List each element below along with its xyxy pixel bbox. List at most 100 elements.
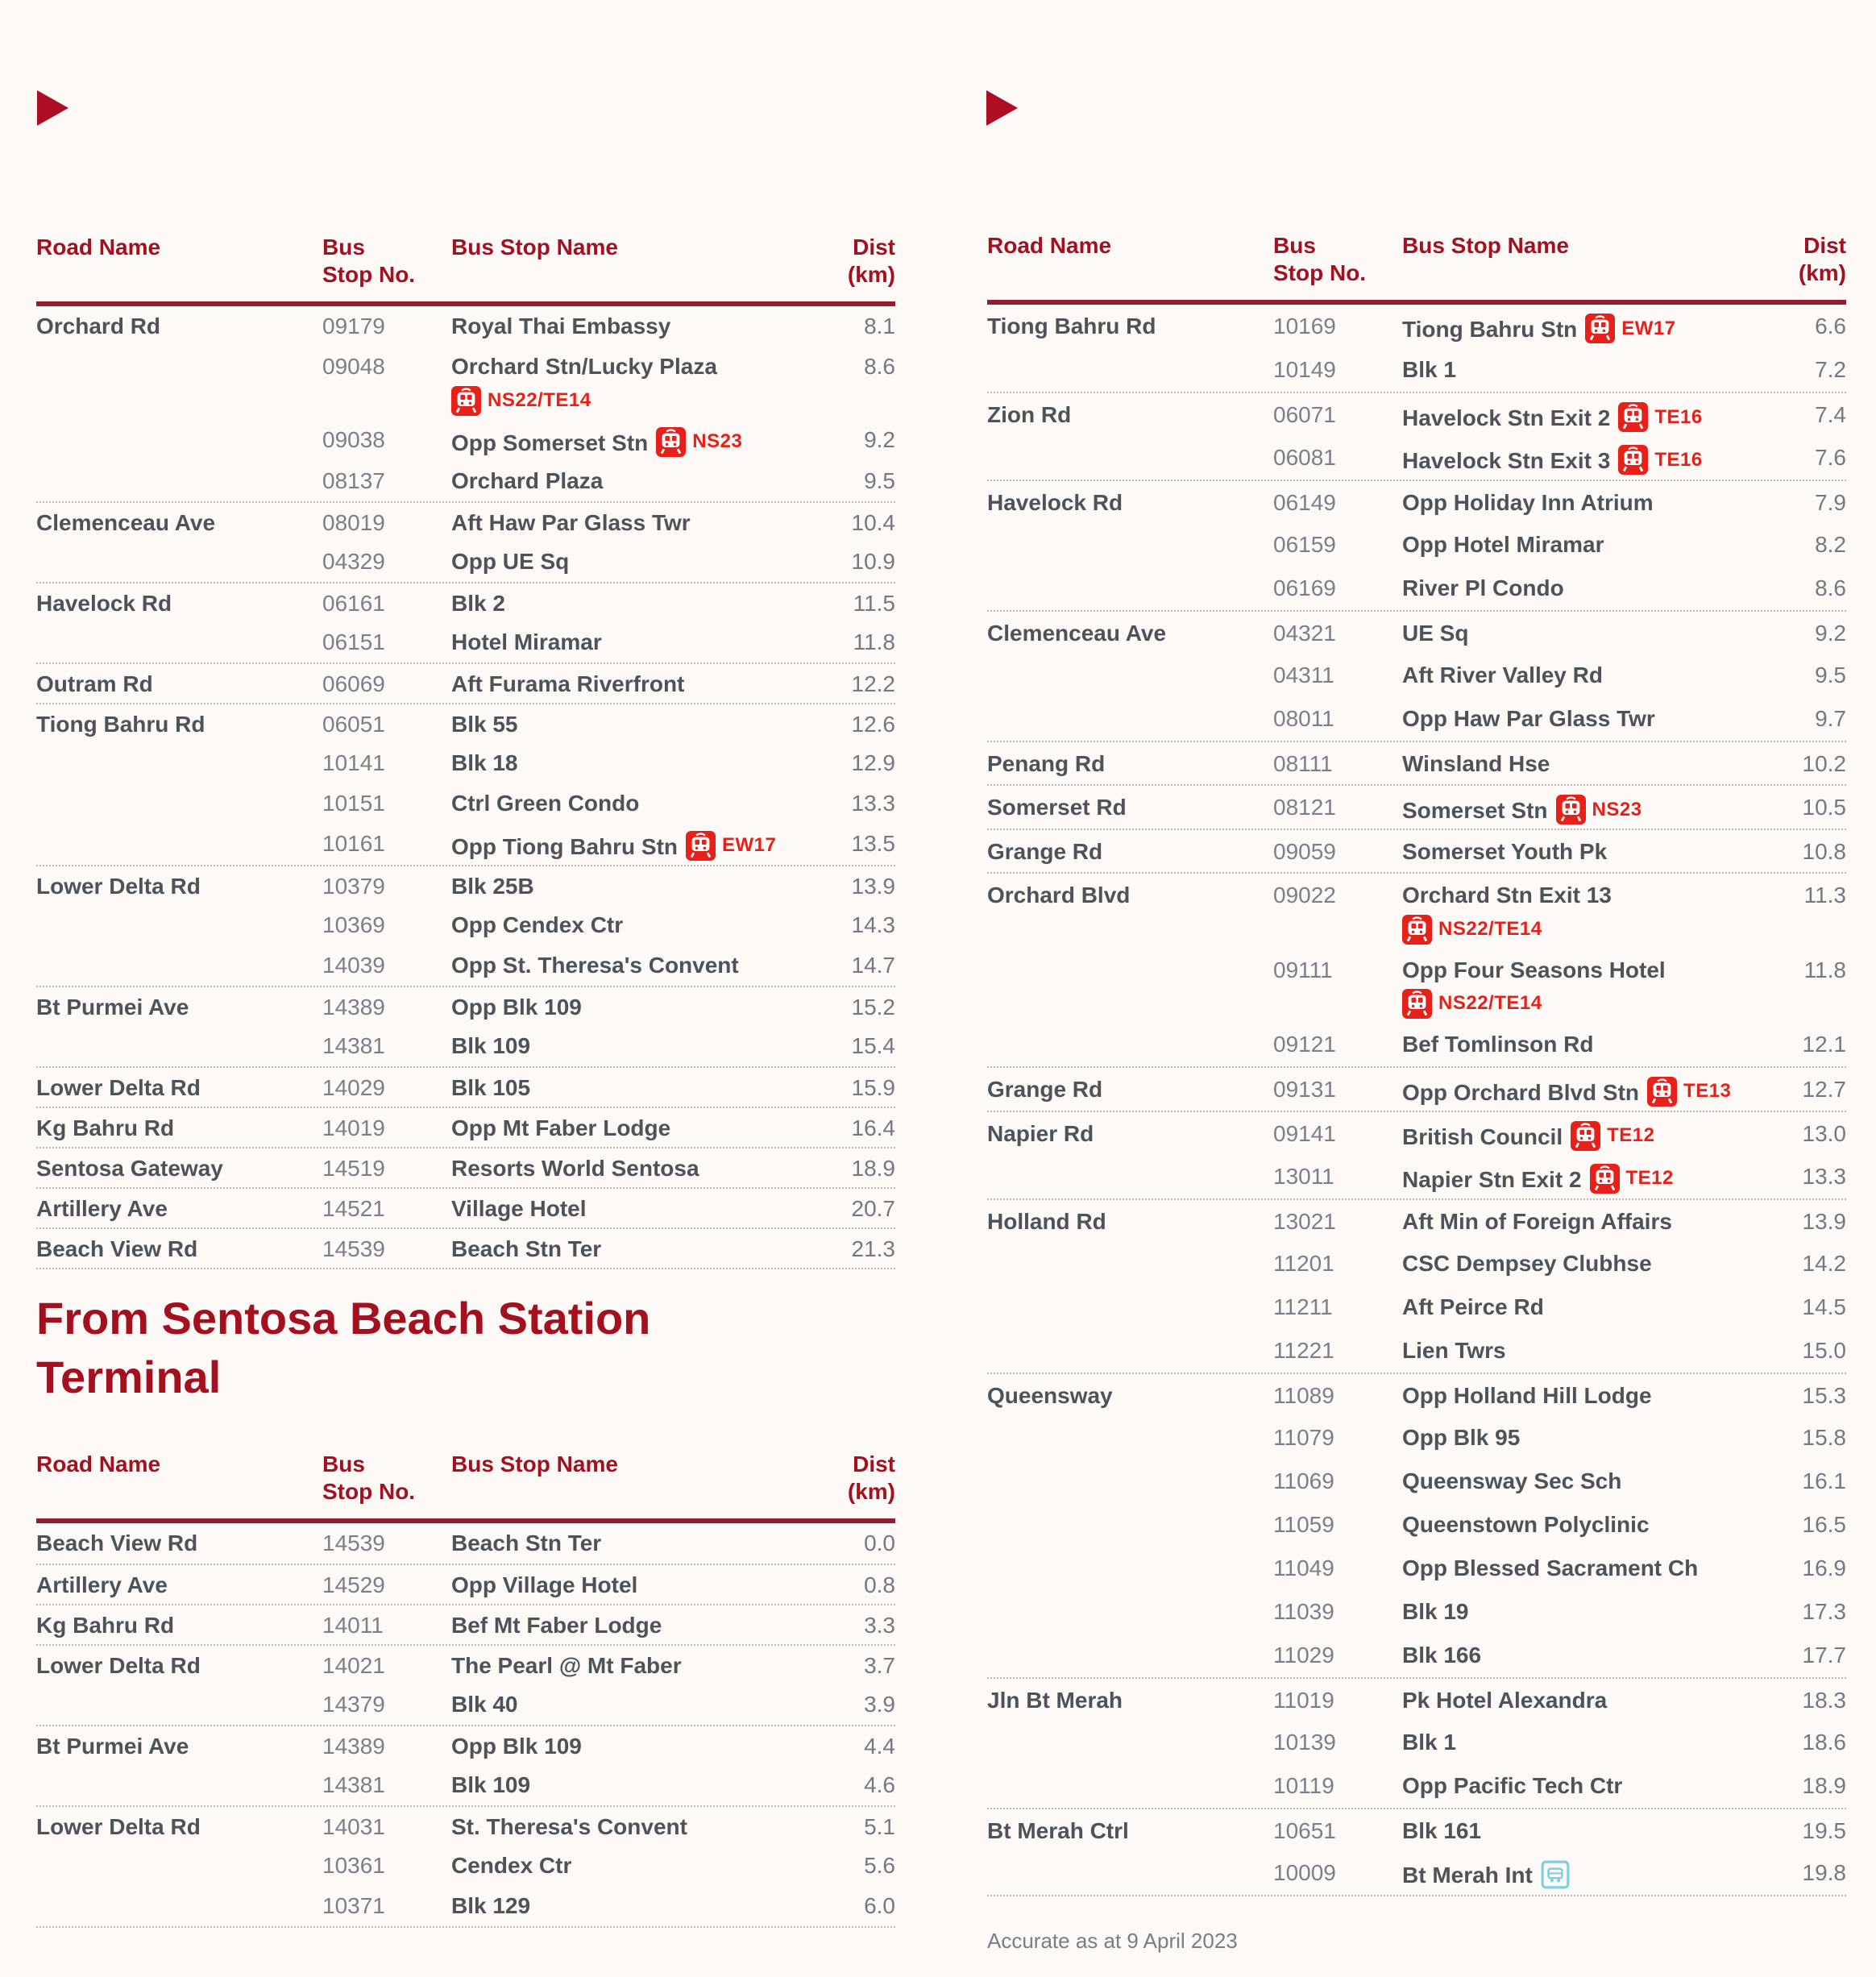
bus-stop-name-text: Village Hotel xyxy=(451,1195,587,1221)
bus-stop-name-text: Beach Stn Ter xyxy=(451,1531,602,1556)
bus-stop-name-text: Havelock Stn Exit 2 xyxy=(1402,405,1611,431)
bus-stop-name: Opp St. Theresa's Convent xyxy=(451,953,811,978)
header-road-name: Road Name xyxy=(36,235,161,260)
bus-stop-no: 10119 xyxy=(1273,1772,1334,1798)
road-name: Clemenceau Ave xyxy=(987,621,1167,646)
road-name: Queensway xyxy=(987,1382,1113,1408)
bus-stop-name: Blk 2 xyxy=(451,591,811,617)
table-row: Napier Rd 09141 British Council TE12 13.0 xyxy=(987,1110,1847,1155)
distance-km: 11.5 xyxy=(853,590,895,616)
bus-stop-no: 09048 xyxy=(322,354,385,380)
bus-stop-no: 14019 xyxy=(322,1115,385,1140)
bus-stop-name: Opp Holiday Inn Atrium xyxy=(1402,490,1762,516)
bus-stop-no: 09038 xyxy=(322,426,385,452)
bus-stop-name: Tiong Bahru Stn EW17 xyxy=(1402,314,1762,344)
table-row: 09111 Opp Four Seasons Hotel NS22/TE14 11.8 xyxy=(987,949,1846,1023)
bus-stop-no: 06051 xyxy=(322,711,385,737)
bus-stop-no: 14021 xyxy=(322,1653,385,1679)
distance-km: 18.9 xyxy=(1802,1772,1847,1798)
bus-stop-name: Opp Pacific Tech Ctr xyxy=(1402,1773,1762,1799)
bus-stop-name-text: Queensway Sec Sch xyxy=(1402,1468,1622,1493)
bus-stop-no: 10151 xyxy=(322,790,385,816)
table-row: Artillery Ave 14521 Village Hotel 20.7 xyxy=(36,1186,895,1227)
table-row: Artillery Ave 14529 Opp Village Hotel 0.8 xyxy=(36,1564,895,1604)
bus-stop-no: 14039 xyxy=(322,952,385,978)
road-name: Havelock Rd xyxy=(987,490,1123,516)
footer-note: Accurate as at 9 April 2023 xyxy=(987,1929,1238,1953)
road-name: Kg Bahru Rd xyxy=(36,1613,175,1639)
bus-stop-name: British Council TE12 xyxy=(1402,1120,1762,1151)
table-row: Beach View Rd 14539 Beach Stn Ter 21.3 xyxy=(36,1227,895,1268)
bus-stop-name-text: Resorts World Sentosa xyxy=(451,1155,699,1181)
header-bus-stop-name: Bus Stop Name xyxy=(451,235,618,260)
header-bus-stop-name: Bus Stop Name xyxy=(451,1452,618,1477)
distance-km: 15.0 xyxy=(1802,1337,1847,1363)
distance-km: 10.8 xyxy=(1802,839,1847,865)
mrt-station-badge: EW17 xyxy=(1585,314,1675,344)
bus-stop-no: 04311 xyxy=(1273,662,1334,688)
bus-stop-name: Blk 19 xyxy=(1402,1599,1762,1625)
bus-stop-name-text: Somerset Youth Pk xyxy=(1402,839,1608,865)
bus-stop-name-text: Opp Orchard Blvd Stn xyxy=(1402,1079,1640,1105)
table-row: 10149 Blk 1 7.2 xyxy=(987,348,1846,392)
distance-km: 9.2 xyxy=(1815,621,1846,646)
table-row: 06159 Opp Hotel Miramar 8.2 xyxy=(987,523,1846,567)
bus-stop-name-text: Blk 25B xyxy=(451,873,534,899)
road-name: Sentosa Gateway xyxy=(36,1155,223,1181)
bus-stop-name-text: Lien Twrs xyxy=(1402,1337,1506,1363)
bus-stop-name: Somerset Stn NS23 xyxy=(1402,795,1762,825)
bus-stop-name-text: Opp Blk 95 xyxy=(1402,1424,1521,1450)
bus-stop-no: 14389 xyxy=(322,1734,385,1759)
table-row: 10009 Bt Merah Int 19.8 xyxy=(987,1851,1846,1895)
road-name: Grange Rd xyxy=(987,1076,1103,1102)
bus-stop-name: Opp Blk 109 xyxy=(451,995,811,1020)
bus-stop-name: Orchard Plaza xyxy=(451,468,811,494)
bus-stop-name-text: Aft Min of Foreign Affairs xyxy=(1402,1208,1672,1234)
bus-stop-name-text: Opp Village Hotel xyxy=(451,1572,638,1598)
distance-km: 9.7 xyxy=(1815,706,1846,732)
bus-stop-name: Queenstown Polyclinic xyxy=(1402,1512,1762,1538)
table-row: 13011 Napier Stn Exit 2 TE12 13.3 xyxy=(987,1155,1846,1198)
bus-stop-name-text: Opp Mt Faber Lodge xyxy=(451,1115,671,1140)
bus-stop-name: Aft River Valley Rd xyxy=(1402,662,1762,688)
mrt-station-code: NS22/TE14 xyxy=(1438,992,1542,1015)
distance-km: 9.5 xyxy=(864,467,895,493)
road-name: Zion Rd xyxy=(987,402,1072,428)
bus-stop-name: Opp Blk 109 xyxy=(451,1734,811,1759)
bus-stop-no: 13011 xyxy=(1273,1163,1334,1189)
bus-stop-name: Havelock Stn Exit 3 TE16 xyxy=(1402,445,1762,476)
header-dist-km: Dist (km) xyxy=(847,1452,895,1505)
distance-km: 18.9 xyxy=(851,1155,896,1181)
table-header: Road Name Bus Stop No. Bus Stop Name Dist (… xyxy=(36,234,895,307)
bus-stop-name-text: Orchard Stn Exit 13 xyxy=(1402,883,1612,908)
mrt-train-icon xyxy=(686,830,716,861)
distance-km: 15.2 xyxy=(851,994,896,1020)
table-row: 09038 Opp Somerset Stn NS23 9.2 xyxy=(36,420,895,461)
table-row: 04329 Opp UE Sq 10.9 xyxy=(36,542,895,582)
distance-km: 14.5 xyxy=(1802,1294,1847,1319)
table-row: Grange Rd 09131 Opp Orchard Blvd Stn TE13 12… xyxy=(987,1065,1846,1111)
distance-km: 13.0 xyxy=(1802,1120,1847,1146)
bus-stop-name: Somerset Youth Pk xyxy=(1402,839,1762,865)
distance-km: 14.3 xyxy=(851,912,896,937)
table-row: 14379 Blk 40 3.9 xyxy=(36,1684,895,1725)
bus-stop-name-text: UE Sq xyxy=(1402,621,1469,646)
bus-stop-name-text: Hotel Miramar xyxy=(451,629,602,654)
distance-km: 21.3 xyxy=(851,1236,896,1261)
bus-stop-no: 11039 xyxy=(1273,1598,1334,1624)
distance-km: 19.8 xyxy=(1802,1859,1847,1885)
bus-stop-no: 13021 xyxy=(1273,1208,1336,1234)
road-name: Penang Rd xyxy=(987,751,1106,777)
table-row: 10141 Blk 18 12.9 xyxy=(36,743,895,783)
header-dist-km: Dist (km) xyxy=(847,235,895,288)
bus-stop-name: Aft Furama Riverfront xyxy=(451,671,811,697)
distance-km: 8.6 xyxy=(1815,575,1846,601)
table-rows: Beach View Rd 14539 Beach Stn Ter 0.0 Artill… xyxy=(36,1523,895,1929)
table-row: 11211 Aft Peirce Rd 14.5 xyxy=(987,1285,1846,1329)
road-name: Kg Bahru Rd xyxy=(36,1115,175,1140)
bus-stop-no: 06151 xyxy=(322,629,385,654)
distance-km: 5.1 xyxy=(864,1814,895,1840)
bus-stop-no: 14011 xyxy=(322,1613,384,1639)
bus-stop-name: Blk 55 xyxy=(451,712,811,737)
distance-km: 7.6 xyxy=(1815,445,1846,471)
